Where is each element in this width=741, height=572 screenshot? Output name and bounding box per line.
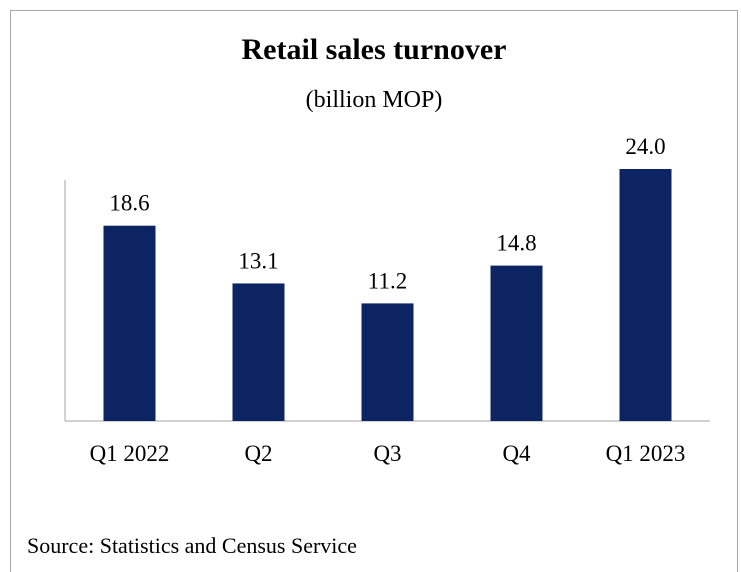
category-label: Q1 2023 [606,441,686,466]
chart-subtitle: (billion MOP) [305,87,443,113]
bar [619,169,672,421]
chart-title: Retail sales turnover [241,33,507,66]
value-label: 24.0 [625,134,665,159]
value-label: 11.2 [368,268,407,293]
category-labels: Q1 2022 Q2 Q3 Q4 Q1 2023 [90,441,686,466]
source-note: Source: Statistics and Census Service [27,533,357,558]
category-label: Q1 2022 [90,441,170,466]
category-label: Q3 [373,441,401,466]
value-label: 13.1 [238,248,278,273]
category-label: Q2 [244,441,272,466]
bar [490,265,543,421]
bar [361,303,414,421]
value-label: 18.6 [109,191,149,216]
value-labels: 18.6 13.1 11.2 14.8 24.0 [109,134,665,293]
value-label: 14.8 [496,231,536,256]
category-label: Q4 [502,441,531,466]
bar-series [103,169,672,421]
bar [103,225,156,421]
bar [232,283,285,421]
